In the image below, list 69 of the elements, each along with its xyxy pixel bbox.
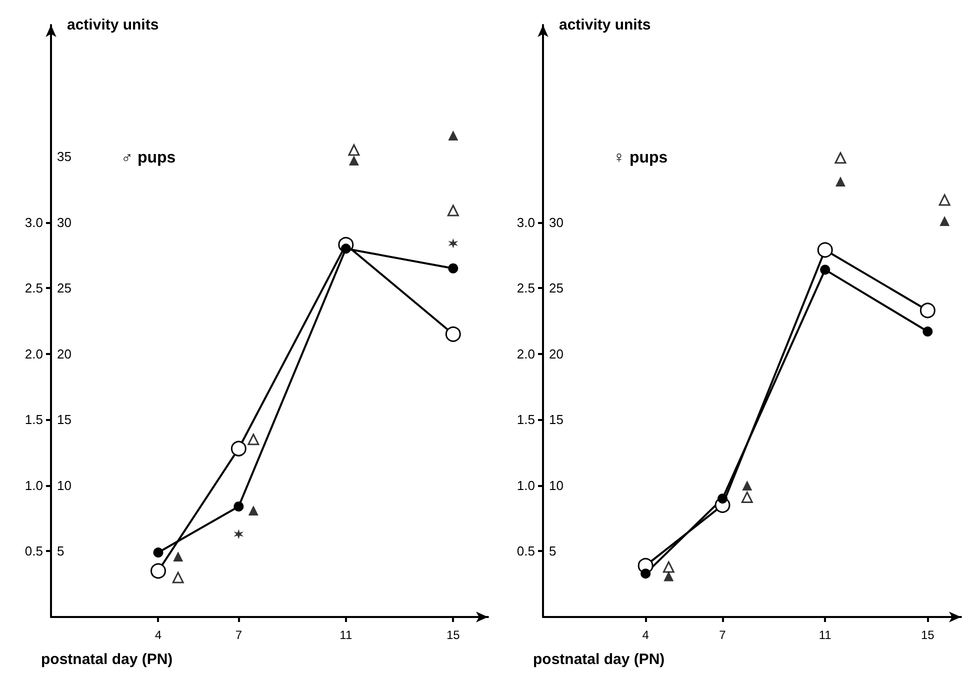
point: [448, 130, 458, 141]
point: [662, 561, 674, 573]
point: [445, 326, 461, 342]
y-tick-label: 1.5: [24, 412, 43, 428]
point: [940, 216, 950, 226]
point: [447, 204, 459, 216]
point: [834, 152, 846, 164]
y-tick-label: 1.5: [516, 412, 535, 428]
y2-tick-label: 5: [549, 544, 556, 559]
x-axis-title: postnatal day (PN): [41, 651, 173, 668]
x-tick-label: 15: [446, 628, 460, 642]
point: [230, 440, 246, 456]
y-tick-label: 0.5: [516, 544, 535, 559]
point: [742, 480, 752, 490]
y-tick-label: 2.0: [516, 346, 535, 362]
point: [173, 551, 184, 562]
y2-tick-label: 30: [57, 214, 72, 230]
y2-tick-label: 10: [57, 478, 72, 493]
x-axis-title: postnatal day (PN): [533, 651, 665, 668]
y2-axis-title: activity units: [559, 16, 651, 34]
y2-tick-label: 25: [57, 280, 72, 296]
point: [153, 548, 164, 558]
y2-tick-label: 35: [57, 149, 72, 164]
point: [741, 492, 753, 504]
annotation: ♀ pups: [613, 150, 668, 166]
point: [817, 242, 833, 258]
point: [248, 434, 260, 446]
x-tick-label: 11: [340, 628, 352, 642]
point: [348, 156, 359, 166]
y-tick-label: 1.0: [516, 478, 535, 493]
point: [820, 264, 830, 275]
y2-tick-label: 30: [549, 214, 564, 230]
y-tick-label: 2.5: [24, 280, 43, 296]
point: [448, 263, 458, 274]
point: [938, 194, 950, 206]
point: [234, 501, 244, 512]
y-tick-label: 3.0: [24, 214, 43, 230]
point: [248, 505, 258, 516]
y2-tick-label: 5: [57, 544, 64, 559]
y2-tick-label: 20: [549, 346, 564, 362]
y-tick-label: 2.5: [516, 280, 535, 296]
y2-tick-label: 25: [549, 280, 564, 296]
point: [640, 568, 651, 579]
x-tick-label: 7: [719, 628, 726, 642]
y2-axis-title: activity units: [67, 16, 159, 34]
y2-tick-label: 10: [549, 478, 564, 493]
point: [920, 302, 936, 318]
point: [348, 144, 360, 156]
point: [448, 238, 458, 248]
y-tick-label: 1.0: [24, 478, 43, 493]
point: [718, 494, 728, 504]
point: [234, 529, 244, 540]
annotation: ♂ pups: [121, 150, 176, 166]
point: [172, 572, 184, 584]
x-tick-label: 11: [818, 628, 832, 642]
y-tick-label: 2.0: [24, 346, 43, 362]
x-tick-label: 4: [154, 628, 162, 642]
point: [835, 176, 846, 187]
y-tick-label: 0.5: [24, 544, 43, 559]
x-tick-label: 4: [642, 628, 650, 642]
x-tick-label: 15: [920, 628, 935, 642]
y2-tick-label: 15: [549, 412, 564, 428]
y2-tick-label: 15: [57, 412, 72, 428]
x-tick-label: 7: [235, 628, 242, 642]
point: [150, 563, 166, 579]
y2-tick-label: 20: [57, 346, 72, 362]
point: [664, 571, 674, 582]
y-tick-label: 3.0: [516, 214, 535, 230]
point: [922, 326, 933, 337]
